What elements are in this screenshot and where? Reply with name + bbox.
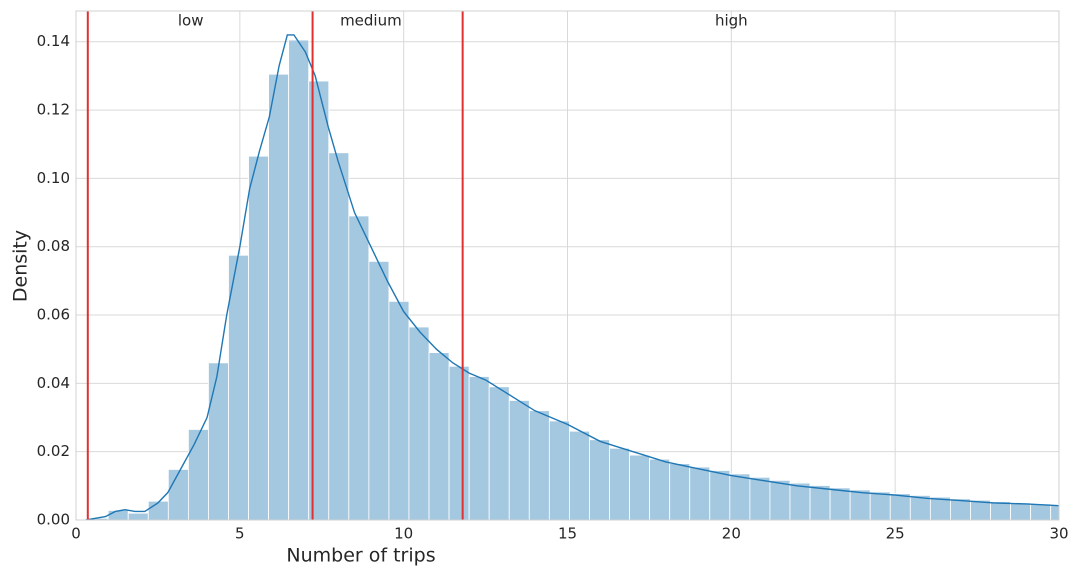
annotation: low <box>178 12 204 30</box>
y-tick-label: 0.00 <box>37 511 70 529</box>
bar <box>408 326 430 520</box>
bar <box>228 254 249 520</box>
x-tick-label: 25 <box>886 525 905 543</box>
bar <box>990 501 1011 520</box>
y-tick-label: 0.06 <box>37 306 70 324</box>
bar <box>187 429 209 520</box>
bar <box>869 491 891 520</box>
bar <box>929 496 951 520</box>
bar <box>1010 502 1032 520</box>
bar <box>348 215 370 520</box>
bar <box>248 155 270 520</box>
bar <box>589 439 610 520</box>
y-tick-label: 0.14 <box>37 32 70 50</box>
bar <box>208 362 229 520</box>
x-tick-label: 0 <box>71 525 81 543</box>
bar <box>448 365 470 520</box>
annotation: high <box>715 12 748 30</box>
bar <box>428 352 450 520</box>
bar <box>669 463 691 520</box>
y-tick-label: 0.02 <box>37 442 70 460</box>
bar <box>548 420 570 520</box>
bar <box>468 376 490 520</box>
x-tick-label: 30 <box>1049 525 1068 543</box>
bar <box>950 498 971 520</box>
bar <box>809 485 831 520</box>
bar <box>528 410 550 520</box>
bar <box>388 300 410 520</box>
y-tick-label: 0.12 <box>37 101 70 119</box>
bar <box>789 482 811 520</box>
x-axis-label: Number of trips <box>286 545 435 567</box>
bar <box>849 489 871 520</box>
bar <box>288 39 310 520</box>
plot-frame <box>75 10 1060 521</box>
annotation: medium <box>340 12 402 30</box>
bar <box>368 261 390 520</box>
bar <box>769 479 791 520</box>
bar <box>629 454 651 520</box>
bar <box>328 152 350 520</box>
bar <box>709 470 731 520</box>
bar <box>729 473 751 520</box>
y-tick-label: 0.04 <box>37 374 70 392</box>
x-tick-label: 15 <box>558 525 577 543</box>
bar <box>569 430 590 520</box>
bar <box>649 458 671 520</box>
bar <box>488 386 510 520</box>
bar <box>1030 503 1052 520</box>
bar <box>127 512 149 520</box>
x-tick-label: 10 <box>394 525 413 543</box>
bar <box>167 469 189 520</box>
y-axis-label: Density <box>10 230 32 302</box>
bar <box>268 73 290 520</box>
bar <box>1050 504 1059 520</box>
bar <box>508 400 530 520</box>
bar <box>689 466 711 520</box>
bar <box>107 510 129 520</box>
bar <box>749 476 771 520</box>
bar <box>829 487 851 520</box>
x-tick-label: 5 <box>235 525 245 543</box>
x-tick-label: 20 <box>722 525 741 543</box>
y-tick-label: 0.10 <box>37 169 70 187</box>
bar <box>609 447 630 520</box>
bar <box>147 500 169 520</box>
plot-area <box>76 11 1059 520</box>
kde-line <box>85 34 1059 520</box>
y-tick-label: 0.08 <box>37 237 70 255</box>
bar <box>889 493 911 520</box>
